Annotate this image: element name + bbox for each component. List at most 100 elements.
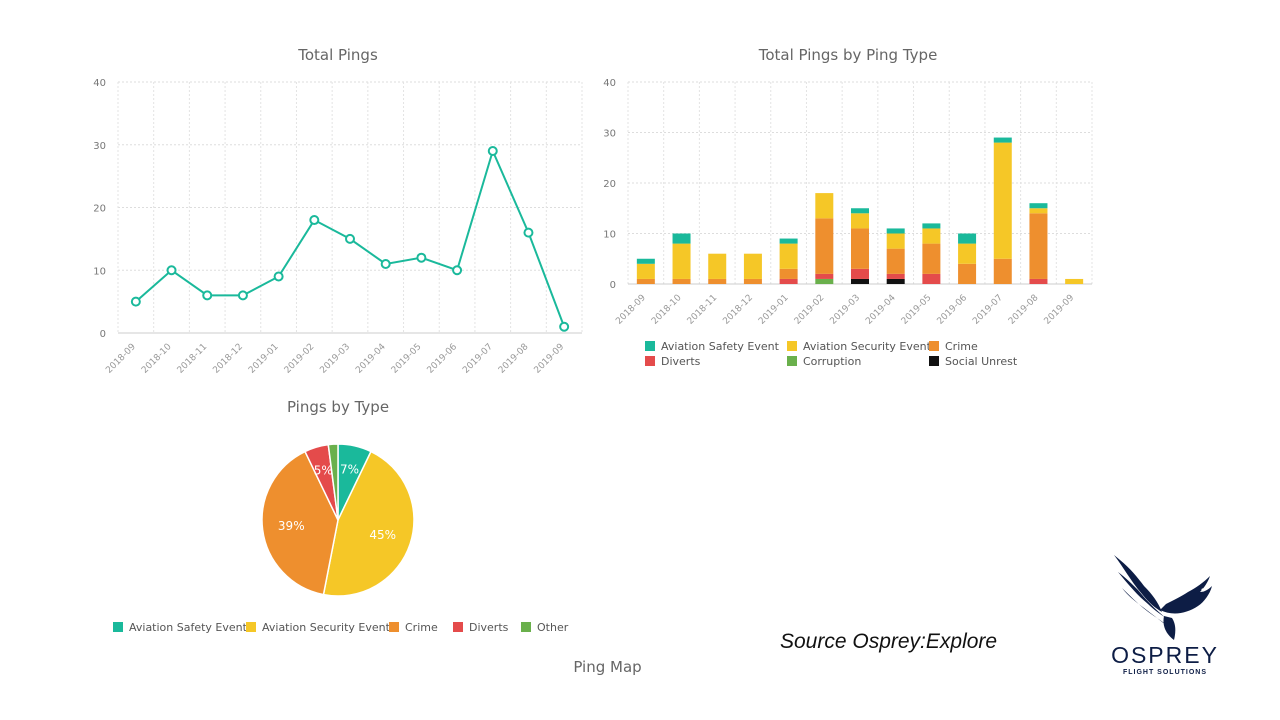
bar-chart-legend: Aviation Safety Event Aviation Security E… <box>645 340 1065 372</box>
bar-segment-aviation-security-event <box>672 243 691 279</box>
bar-segment-aviation-security-event <box>993 142 1012 259</box>
bar-segment-aviation-safety-event <box>636 258 655 264</box>
legend-swatch <box>929 356 939 366</box>
source-caption: Source Osprey:Explore <box>780 630 998 653</box>
bar-segment-diverts <box>922 273 941 284</box>
bar-segment-diverts <box>779 278 798 284</box>
legend-label: Other <box>537 621 569 634</box>
legend-item[interactable]: Diverts <box>453 621 508 634</box>
bar-segment-aviation-safety-event <box>922 223 941 229</box>
x-tick-label: 2019-03 <box>318 342 352 376</box>
x-tick-label: 2018-11 <box>176 342 210 376</box>
legend-item[interactable]: Crime <box>389 621 438 634</box>
x-tick-label: 2019-02 <box>283 342 317 376</box>
pie-slice-crime <box>261 450 339 596</box>
y-tick-label: 30 <box>603 129 616 140</box>
osprey-bird-icon <box>1114 555 1212 640</box>
pie-data-label: 5% <box>314 463 333 477</box>
legend-label: Diverts <box>469 621 509 634</box>
x-tick-label: 2018-09 <box>614 293 648 327</box>
legend-swatch <box>787 356 797 366</box>
bar-segment-social-unrest <box>851 278 869 284</box>
bar-segment-crime <box>636 278 655 284</box>
bar-segment-aviation-safety-event <box>958 233 977 244</box>
x-tick-label: 2019-06 <box>426 342 460 376</box>
legend-label: Aviation Security Event <box>262 621 390 634</box>
bar-segment-crime <box>672 278 691 284</box>
bar-chart-title: Total Pings by Ping Type <box>758 46 938 64</box>
x-tick-label: 2019-07 <box>971 293 1005 327</box>
x-tick-label: 2019-07 <box>461 342 495 376</box>
x-tick-label: 2019-03 <box>828 293 862 327</box>
legend-swatch <box>787 341 797 351</box>
pie-slice-aviation-security-event <box>322 450 415 597</box>
bar-segment-aviation-safety-event <box>886 228 905 234</box>
legend-item[interactable]: Crime <box>929 340 978 353</box>
legend-label: Social Unrest <box>945 355 1018 368</box>
y-tick-label: 40 <box>93 78 106 89</box>
bar-segment-aviation-security-event <box>743 253 762 279</box>
x-tick-label: 2019-05 <box>390 342 424 376</box>
y-tick-label: 20 <box>603 179 616 190</box>
data-point <box>202 290 213 301</box>
bar-segment-aviation-security-event <box>636 263 655 279</box>
legend-label: Corruption <box>803 355 862 368</box>
bar-segment-crime <box>886 248 905 274</box>
x-tick-label: 2019-04 <box>864 293 898 327</box>
bar-segment-aviation-safety-event <box>779 238 798 244</box>
bar-segment-aviation-security-event <box>1029 208 1048 214</box>
legend-label: Crime <box>945 340 978 353</box>
y-tick-label: 10 <box>93 266 106 277</box>
legend-item[interactable]: Social Unrest <box>929 355 1017 368</box>
y-tick-label: 0 <box>100 329 106 340</box>
x-tick-label: 2019-09 <box>533 342 567 376</box>
y-tick-label: 10 <box>603 230 616 241</box>
bar-segment-diverts <box>815 273 834 279</box>
x-tick-label: 2019-08 <box>1007 293 1041 327</box>
legend-item[interactable]: Aviation Security Event <box>787 340 931 353</box>
x-tick-label: 2018-12 <box>721 293 755 327</box>
legend-swatch <box>246 622 256 632</box>
data-point <box>559 321 570 332</box>
logo-tagline: FLIGHT SOLUTIONS <box>1122 669 1208 676</box>
legend-label: Aviation Safety Event <box>661 340 779 353</box>
x-tick-label: 2018-12 <box>211 342 245 376</box>
data-point <box>416 252 427 263</box>
legend-item[interactable]: Aviation Safety Event <box>113 621 247 634</box>
bar-segment-corruption <box>815 278 834 284</box>
data-point <box>309 215 320 226</box>
bar-segment-aviation-safety-event <box>993 137 1012 143</box>
bar-segment-aviation-security-event <box>1065 278 1084 284</box>
bar-segment-aviation-security-event <box>815 193 834 219</box>
legend-swatch <box>389 622 399 632</box>
bar-segment-aviation-security-event <box>851 213 869 229</box>
data-point <box>166 265 177 276</box>
legend-item[interactable]: Aviation Security Event <box>246 621 390 634</box>
bar-segment-aviation-security-event <box>779 243 798 269</box>
legend-swatch <box>113 622 123 632</box>
legend-item[interactable]: Diverts <box>645 355 700 368</box>
x-tick-label: 2019-05 <box>900 293 934 327</box>
legend-item[interactable]: Corruption <box>787 355 861 368</box>
x-tick-label: 2018-10 <box>140 342 174 376</box>
legend-label: Aviation Safety Event <box>129 621 247 634</box>
bar-segment-aviation-safety-event <box>1029 203 1048 209</box>
osprey-logo: OSPREY FLIGHT SOLUTIONS <box>1100 550 1230 680</box>
x-tick-label: 2019-06 <box>936 293 970 327</box>
x-tick-label: 2019-01 <box>247 342 281 376</box>
bar-segment-diverts <box>851 268 869 279</box>
data-point <box>380 258 391 269</box>
legend-swatch <box>645 356 655 366</box>
data-point <box>523 227 534 238</box>
pie-slice-other <box>327 443 339 521</box>
data-point <box>487 146 498 157</box>
legend-item[interactable]: Aviation Safety Event <box>645 340 779 353</box>
bar-segment-aviation-security-event <box>886 233 905 249</box>
legend-item[interactable]: Other <box>521 621 568 634</box>
data-point <box>452 265 463 276</box>
pie-data-label: 39% <box>278 519 305 533</box>
bar-segment-social-unrest <box>886 278 905 284</box>
legend-swatch <box>929 341 939 351</box>
